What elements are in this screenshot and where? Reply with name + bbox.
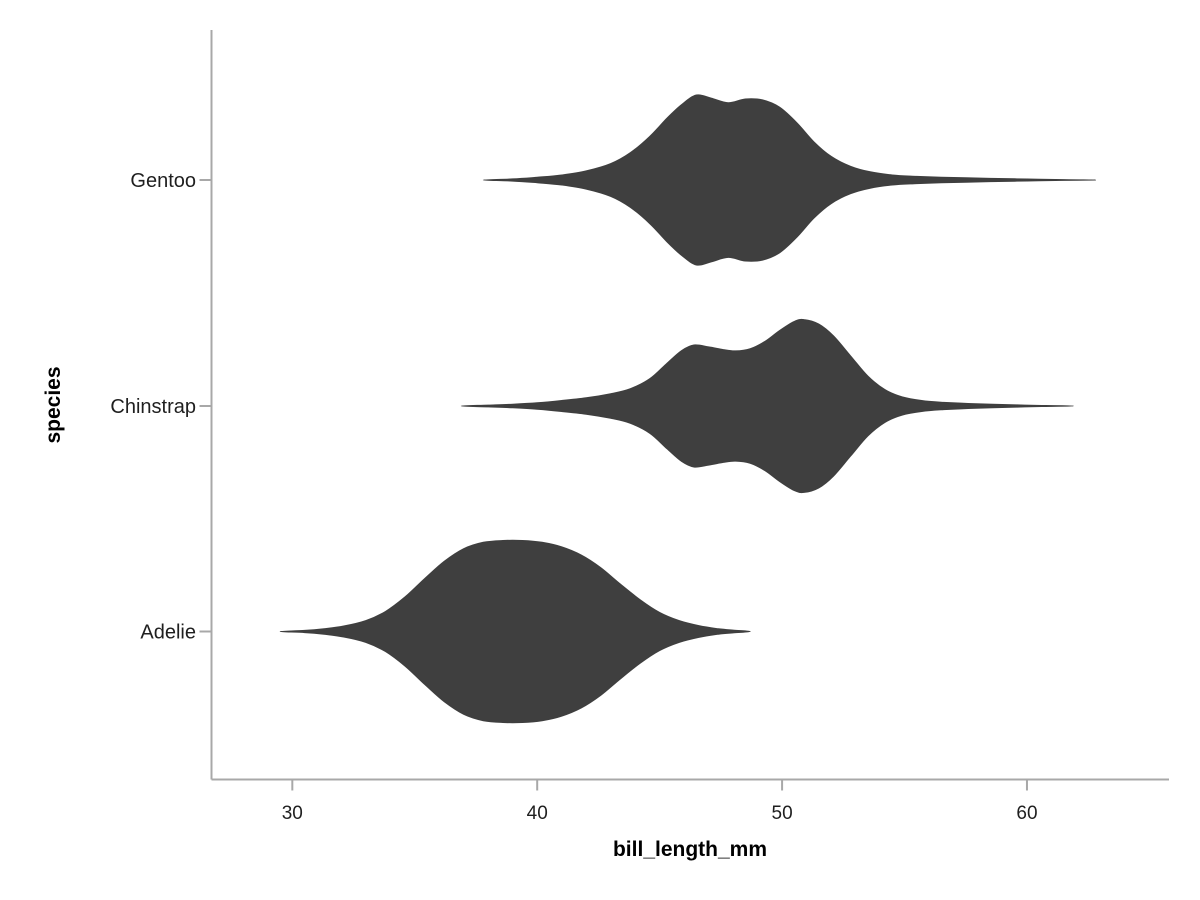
y-tick-label-chinstrap: Chinstrap xyxy=(110,396,196,418)
y-tick-label-gentoo: Gentoo xyxy=(130,170,196,192)
violin-gentoo xyxy=(482,94,1096,266)
x-tick-label: 60 xyxy=(1016,803,1037,824)
x-tick-label: 50 xyxy=(772,803,793,824)
violin-chinstrap xyxy=(460,318,1074,494)
violin-adelie xyxy=(279,539,751,724)
y-tick-label-adelie: Adelie xyxy=(140,622,196,644)
x-tick-label: 40 xyxy=(527,803,548,824)
x-axis-title: bill_length_mm xyxy=(612,838,768,861)
x-tick-label: 30 xyxy=(282,803,303,824)
y-axis-title: species xyxy=(42,366,65,444)
